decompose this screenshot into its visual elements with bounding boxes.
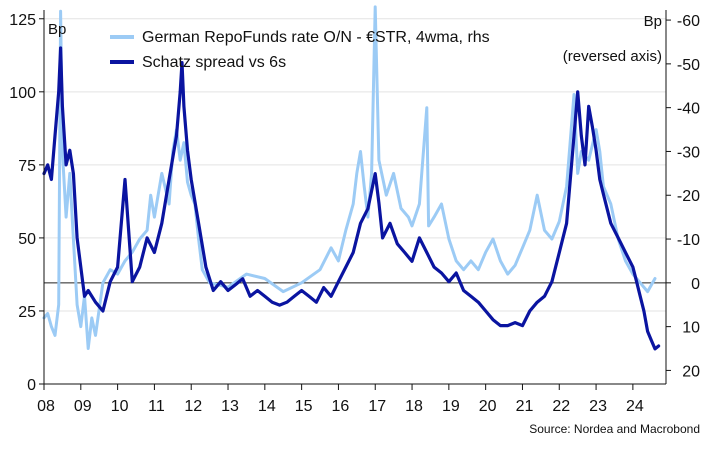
y-right-tick-label: -60 <box>677 13 700 30</box>
left-axis-unit: Bp <box>48 21 66 38</box>
series-line-repofunds <box>42 5 657 350</box>
y-left-tick-label: 0 <box>27 377 36 394</box>
y-left-tick-label: 125 <box>9 12 36 29</box>
right-axis-unit: Bp <box>644 13 662 30</box>
y-right-tick-label: -30 <box>677 144 700 161</box>
x-tick-label: 22 <box>552 398 570 415</box>
source-note: Source: Nordea and Macrobond <box>529 422 700 436</box>
series-layer <box>42 5 661 351</box>
x-tick-label: 23 <box>589 398 607 415</box>
y-right-tick-label: -50 <box>677 57 700 74</box>
legend: German RepoFunds rate O/N - €STR, 4wma, … <box>110 29 490 71</box>
legend-label-schatz: Schatz spread vs 6s <box>142 54 286 71</box>
x-tick-label: 08 <box>37 398 55 415</box>
y-left-tick-label: 100 <box>9 85 36 102</box>
right-axis-note: (reversed axis) <box>563 48 662 65</box>
x-tick-label: 09 <box>74 398 92 415</box>
y-right-tick-label: 10 <box>682 320 700 337</box>
y-right-tick-label: -20 <box>677 188 700 205</box>
x-tick-label: 21 <box>516 398 534 415</box>
y-right-tick-label: -10 <box>677 232 700 249</box>
x-tick-label: 18 <box>405 398 423 415</box>
x-tick-label: 20 <box>479 398 497 415</box>
x-tick-label: 17 <box>368 398 386 415</box>
x-tick-label: 16 <box>332 398 350 415</box>
x-tick-label: 13 <box>221 398 239 415</box>
y-right-tick-label: 0 <box>691 276 700 293</box>
y-left-tick-label: 75 <box>18 158 36 175</box>
x-tick-label: 10 <box>111 398 129 415</box>
y-right-tick-label: -40 <box>677 101 700 118</box>
x-tick-label: 15 <box>295 398 313 415</box>
x-tick-label: 19 <box>442 398 460 415</box>
x-tick-label: 11 <box>148 398 165 415</box>
y-left-tick-label: 50 <box>18 231 36 248</box>
legend-label-repofunds: German RepoFunds rate O/N - €STR, 4wma, … <box>142 29 490 46</box>
series-line-schatz <box>42 46 661 351</box>
y-left-tick-label: 25 <box>18 304 36 321</box>
x-tick-label: 24 <box>626 398 644 415</box>
x-tick-label: 12 <box>184 398 202 415</box>
x-tick-label: 14 <box>258 398 276 415</box>
y-right-tick-label: 20 <box>682 363 700 380</box>
